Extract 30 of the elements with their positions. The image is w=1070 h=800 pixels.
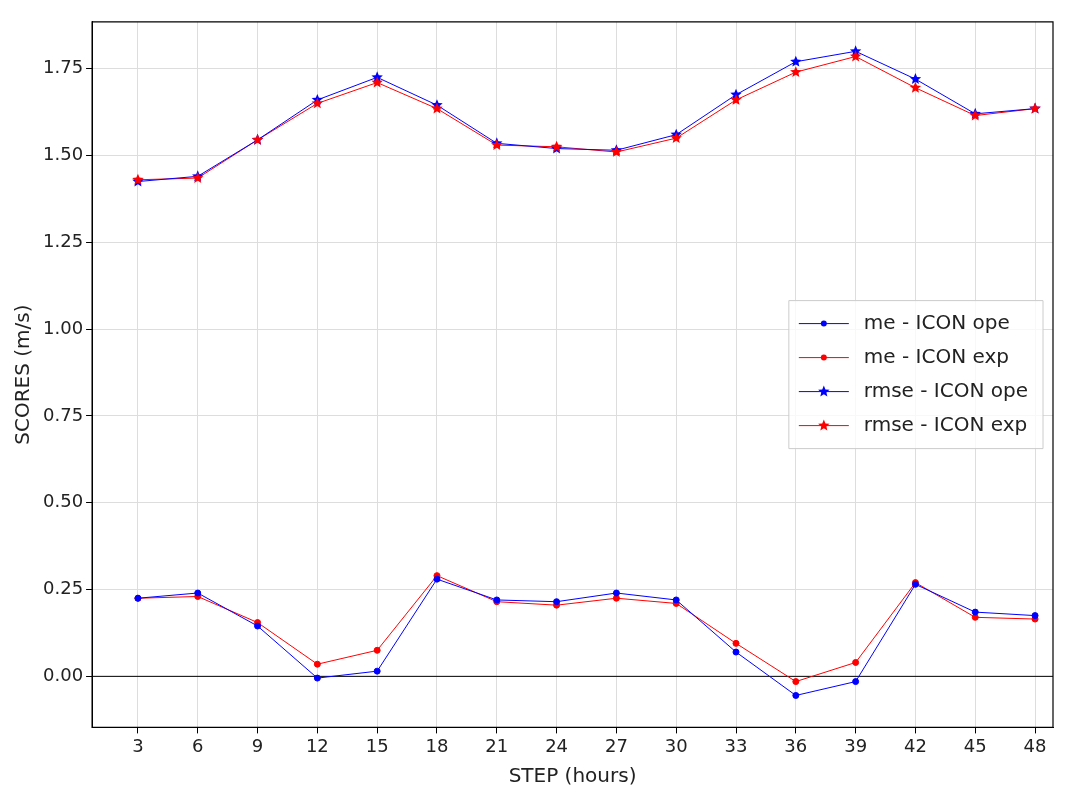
x-tick-label: 30 (664, 734, 688, 756)
legend-label: me - ICON ope (863, 309, 1010, 334)
y-tick-label: 0.50 (43, 490, 84, 512)
y-axis-title: SCORES (m/s) (10, 304, 35, 445)
y-tick-label: 0.00 (43, 664, 84, 686)
y-tick-label: 1.00 (43, 316, 84, 338)
y-tick-label: 0.25 (43, 577, 84, 599)
x-tick-label: 24 (545, 734, 569, 756)
x-tick-label: 3 (132, 734, 144, 756)
x-tick-label: 27 (604, 734, 628, 756)
x-tick-label: 9 (251, 734, 264, 756)
x-tick-label: 6 (192, 734, 204, 756)
x-tick-label: 12 (305, 734, 329, 756)
x-tick-label: 36 (784, 734, 808, 756)
y-tick-label: 1.25 (43, 229, 84, 251)
y-tick-label: 1.50 (43, 143, 84, 165)
x-tick-label: 15 (365, 734, 389, 756)
y-tick-label: 0.75 (43, 403, 84, 425)
y-tick-label: 1.75 (43, 56, 84, 78)
x-tick-label: 21 (485, 734, 509, 756)
x-tick-label: 39 (844, 734, 868, 756)
x-tick-label: 18 (425, 734, 449, 756)
x-tick-label: 45 (963, 734, 987, 756)
legend-label: rmse - ICON ope (863, 377, 1028, 402)
x-axis-title: STEP (hours) (508, 763, 637, 788)
x-tick-label: 48 (1023, 734, 1047, 756)
x-tick-label: 33 (724, 734, 748, 756)
x-tick-label: 42 (903, 734, 927, 756)
legend-label: me - ICON exp (863, 343, 1009, 368)
legend-label: rmse - ICON exp (863, 411, 1028, 436)
